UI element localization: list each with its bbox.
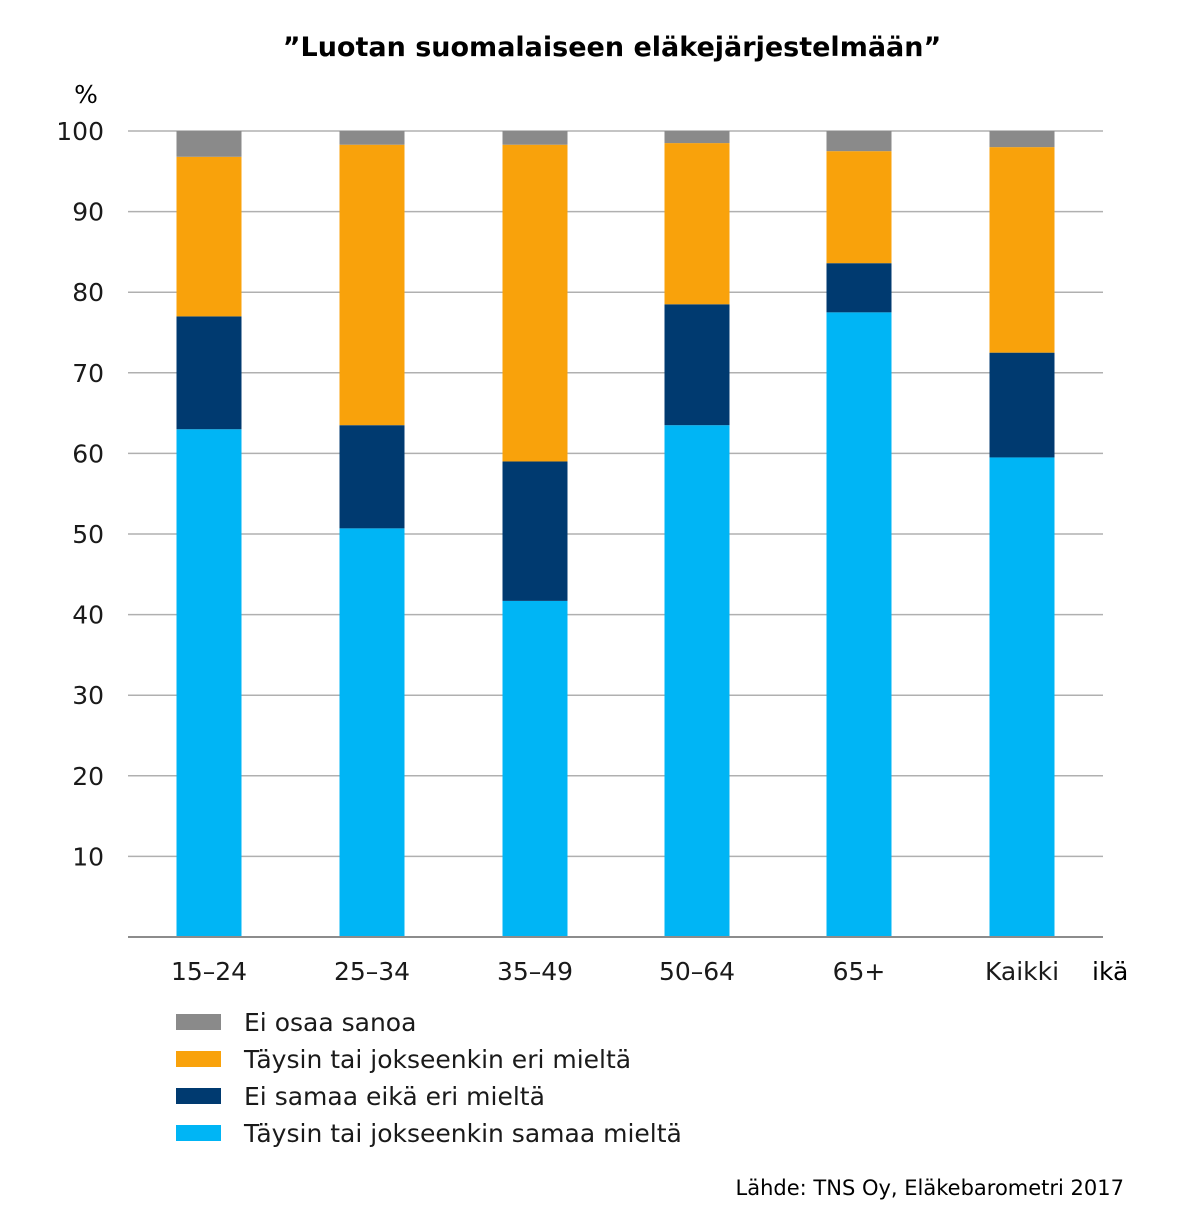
legend-label-0: Ei osaa sanoa <box>244 1008 416 1037</box>
legend-swatch-0 <box>176 1014 221 1030</box>
bar-segment-4-2 <box>826 151 892 264</box>
bar-segment-2-1 <box>502 461 568 601</box>
gridlines <box>128 130 1103 858</box>
bar-segment-1-3 <box>339 131 405 145</box>
legend-label-2: Ei samaa eikä eri mieltä <box>244 1082 545 1111</box>
y-tick-label-30: 30 <box>72 681 104 710</box>
bar-segment-3-2 <box>664 143 730 305</box>
legend-swatch-2 <box>176 1088 221 1104</box>
x-tick-label-0: 15–24 <box>171 957 247 986</box>
bar-segment-4-0 <box>826 312 892 938</box>
y-tick-label-50: 50 <box>72 520 104 549</box>
x-axis-label: ikä <box>1092 957 1128 986</box>
chart-title: ”Luotan suomalaiseen eläkejärjestelmään” <box>283 32 941 63</box>
bars <box>176 131 1055 938</box>
bar-segment-1-2 <box>339 144 405 426</box>
bar-segment-3-0 <box>664 425 730 937</box>
bar-segment-3-3 <box>664 131 730 144</box>
x-tick-label-1: 25–34 <box>334 957 410 986</box>
bar-segment-2-0 <box>502 600 568 937</box>
y-axis-unit-label: % <box>74 80 98 109</box>
x-tick-label-2: 35–49 <box>497 957 573 986</box>
bar-segment-1-1 <box>339 425 405 529</box>
bar-segment-0-3 <box>176 131 242 157</box>
y-tick-label-80: 80 <box>72 278 104 307</box>
x-tick-label-4: 65+ <box>833 957 886 986</box>
y-tick-label-90: 90 <box>72 198 104 227</box>
x-tick-label-5: Kaikki <box>985 957 1059 986</box>
y-tick-label-100: 100 <box>56 117 104 146</box>
y-tick-label-70: 70 <box>72 359 104 388</box>
bar-segment-1-0 <box>339 528 405 937</box>
x-axis-ticks: 15–24 25–34 35–49 50–64 65+ Kaikki <box>171 957 1059 986</box>
bar-segment-2-3 <box>502 131 568 145</box>
x-tick-label-3: 50–64 <box>659 957 735 986</box>
bar-segment-4-1 <box>826 263 892 313</box>
y-tick-label-20: 20 <box>72 762 104 791</box>
source-note: Lähde: TNS Oy, Eläkebarometri 2017 <box>736 1176 1124 1200</box>
bar-segment-5-3 <box>989 131 1055 148</box>
legend-swatch-1 <box>176 1051 221 1067</box>
bar-segment-5-2 <box>989 147 1055 353</box>
legend: Ei osaa sanoa Täysin tai jokseenkin eri m… <box>176 1008 682 1148</box>
y-tick-label-60: 60 <box>72 439 104 468</box>
legend-label-1: Täysin tai jokseenkin eri mieltä <box>243 1045 631 1074</box>
bar-segment-0-1 <box>176 316 242 430</box>
bar-segment-4-3 <box>826 131 892 152</box>
bar-segment-0-2 <box>176 156 242 317</box>
y-tick-label-40: 40 <box>72 601 104 630</box>
bar-segment-2-2 <box>502 144 568 462</box>
bar-segment-5-1 <box>989 352 1055 458</box>
y-tick-label-10: 10 <box>72 842 104 871</box>
bar-segment-3-1 <box>664 304 730 426</box>
bar-segment-5-0 <box>989 457 1055 937</box>
legend-label-3: Täysin tai jokseenkin samaa mieltä <box>243 1119 682 1148</box>
y-axis-ticks: 10 20 30 40 50 60 70 80 90 100 <box>56 117 104 871</box>
bar-segment-0-0 <box>176 429 242 937</box>
legend-swatch-3 <box>176 1125 221 1141</box>
